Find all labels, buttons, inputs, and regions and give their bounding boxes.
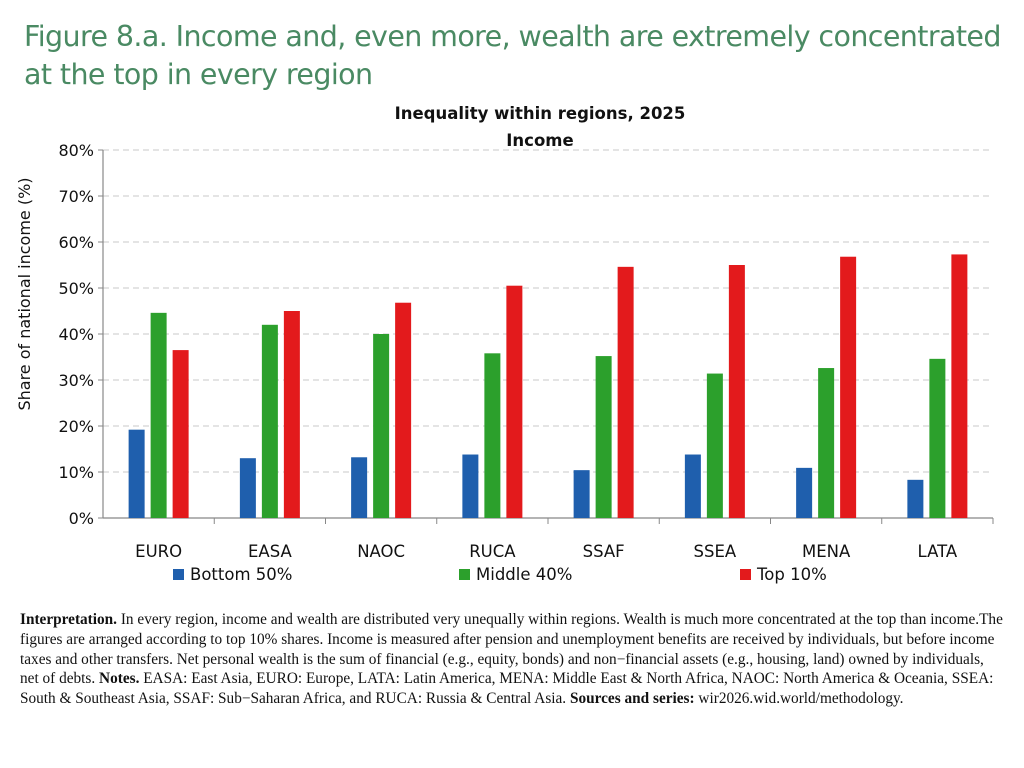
- notes-text: EASA: East Asia, EURO: Europe, LATA: Lat…: [20, 670, 994, 708]
- sources-label: Sources and series:: [569, 690, 695, 708]
- legend-label-middle-40: Middle 40%: [476, 565, 573, 584]
- bar-ruca-middle-40: [484, 353, 501, 518]
- bar-euro-middle-40: [150, 312, 167, 518]
- x-tick-label: EURO: [135, 542, 182, 561]
- sources-text: wir2026.wid.world/methodology.: [694, 690, 904, 708]
- figure-title: Figure 8.a. Income and, even more, wealt…: [24, 20, 1001, 91]
- legend-label-bottom-50: Bottom 50%: [190, 565, 293, 584]
- x-tick-label: SSAF: [583, 542, 625, 561]
- legend-item-top-10: Top 10%: [740, 565, 827, 584]
- bar-ruca-top-10: [506, 285, 523, 518]
- bar-ssea-bottom-50: [684, 454, 701, 518]
- chart-subtitle: Income: [506, 131, 574, 150]
- y-tick-label: 70%: [58, 187, 94, 206]
- bar-easa-middle-40: [261, 324, 278, 518]
- bar-ssea-middle-40: [706, 373, 723, 518]
- y-tick-label: 30%: [58, 371, 94, 390]
- y-tick-label: 20%: [58, 417, 94, 436]
- interpretation-notes: Interpretation. In every region, income …: [20, 610, 1005, 709]
- legend-swatch-middle-40: [459, 569, 470, 580]
- bar-ssaf-top-10: [617, 266, 634, 518]
- x-tick-label: MENA: [802, 542, 851, 561]
- bar-ssaf-middle-40: [595, 356, 612, 518]
- bar-lata-middle-40: [929, 358, 946, 518]
- bar-lata-bottom-50: [907, 479, 924, 518]
- chart-title: Inequality within regions, 2025: [394, 104, 686, 123]
- bar-chart: 0% 10% 20% 30% 40% 50% 60% 70% 80% Share of natio…: [15, 141, 994, 561]
- x-tick-label: EASA: [248, 542, 292, 561]
- legend-item-middle-40: Middle 40%: [459, 565, 572, 584]
- legend-swatch-bottom-50: [173, 569, 184, 580]
- legend-swatch-top-10: [740, 569, 751, 580]
- x-tick-label: LATA: [918, 542, 958, 561]
- bar-easa-bottom-50: [239, 458, 256, 518]
- y-tick-label: 40%: [58, 325, 94, 344]
- x-tick-label: NAOC: [357, 542, 405, 561]
- bar-mena-bottom-50: [796, 467, 813, 518]
- y-tick-label: 80%: [58, 141, 94, 160]
- bar-ruca-bottom-50: [462, 454, 479, 518]
- x-tick-label: RUCA: [469, 542, 516, 561]
- bar-euro-top-10: [172, 350, 189, 518]
- notes-label: Notes.: [99, 670, 140, 688]
- y-tick-label: 0%: [69, 509, 94, 528]
- legend-label-top-10: Top 10%: [757, 565, 827, 584]
- bar-mena-middle-40: [818, 368, 835, 518]
- bar-euro-bottom-50: [128, 429, 145, 518]
- y-tick-label: 50%: [58, 279, 94, 298]
- legend-item-bottom-50: Bottom 50%: [173, 565, 292, 584]
- interpretation-text: In every region, income and wealth are d…: [20, 611, 1003, 688]
- bar-mena-top-10: [840, 256, 857, 518]
- y-tick-label: 60%: [58, 233, 94, 252]
- interpretation-label: Interpretation.: [20, 611, 118, 628]
- bar-easa-top-10: [283, 311, 300, 518]
- x-tick-label: SSEA: [694, 542, 737, 561]
- bar-naoc-bottom-50: [351, 457, 368, 518]
- bar-ssea-top-10: [728, 265, 745, 518]
- bar-lata-top-10: [951, 254, 968, 519]
- bar-naoc-middle-40: [373, 334, 390, 518]
- y-axis-label: Share of national income (%): [15, 177, 34, 410]
- bar-naoc-top-10: [395, 302, 412, 518]
- y-tick-label: 10%: [58, 463, 94, 482]
- bar-ssaf-bottom-50: [573, 470, 590, 518]
